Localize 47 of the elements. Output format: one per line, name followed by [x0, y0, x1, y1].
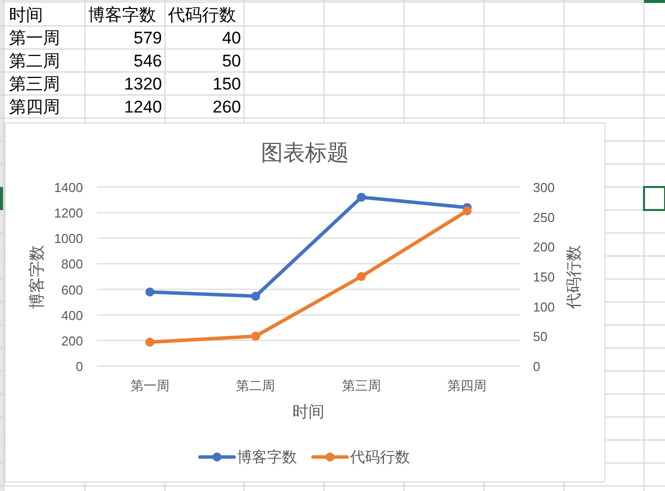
text: 第三周	[9, 74, 60, 94]
point	[356, 272, 366, 281]
legend-label: 代码行数	[349, 449, 410, 466]
y-tick-label: 1000	[54, 231, 83, 246]
y-axis-title: 博客字数	[28, 245, 46, 309]
y-tick-label: 1200	[54, 206, 83, 221]
y2-tick-label: 300	[533, 180, 555, 195]
text: 第一周	[9, 28, 60, 48]
point	[145, 287, 154, 296]
y2-tick-label: 0	[533, 359, 540, 374]
text: 时间	[9, 6, 43, 24]
x-tick-label: 第四周	[448, 378, 487, 393]
text: 博客字数	[88, 6, 156, 24]
text: 579	[134, 28, 162, 48]
y2-tick-label: 50	[533, 329, 548, 344]
y2-tick-label: 250	[533, 210, 555, 225]
y-tick-label: 200	[61, 333, 83, 348]
x-tick-label: 第二周	[236, 378, 276, 393]
text: 546	[134, 52, 162, 70]
text: 50	[222, 52, 241, 70]
y2-tick-label: 150	[533, 270, 555, 284]
y-tick-label: 400	[61, 308, 83, 323]
y-tick-label: 1400	[54, 180, 83, 195]
point	[356, 192, 366, 202]
text: 第四周	[9, 98, 60, 116]
x-tick-label: 第三周	[342, 378, 381, 393]
text: 40	[222, 28, 241, 48]
text: 1320	[124, 74, 162, 94]
point	[145, 338, 154, 347]
y2-tick-label: 100	[533, 299, 555, 314]
x-axis-title: 时间	[292, 403, 324, 421]
y-tick-label: 600	[61, 282, 83, 298]
point	[251, 332, 260, 341]
text: 260	[212, 98, 241, 116]
text: 第二周	[9, 52, 60, 70]
x-tick-label: 第一周	[130, 378, 170, 393]
point	[462, 206, 472, 216]
chart-title: 图表标题	[261, 140, 349, 165]
y2-tick-label: 200	[533, 240, 555, 255]
text: 代码行数	[167, 6, 236, 24]
y2-axis-title: 代码行数	[566, 245, 583, 310]
y-tick-label: 0	[76, 359, 83, 374]
legend-label: 博客字数	[237, 449, 297, 466]
y-tick-label: 800	[61, 256, 83, 272]
text: 1240	[124, 98, 162, 116]
point	[251, 292, 260, 301]
text: 150	[212, 74, 241, 94]
